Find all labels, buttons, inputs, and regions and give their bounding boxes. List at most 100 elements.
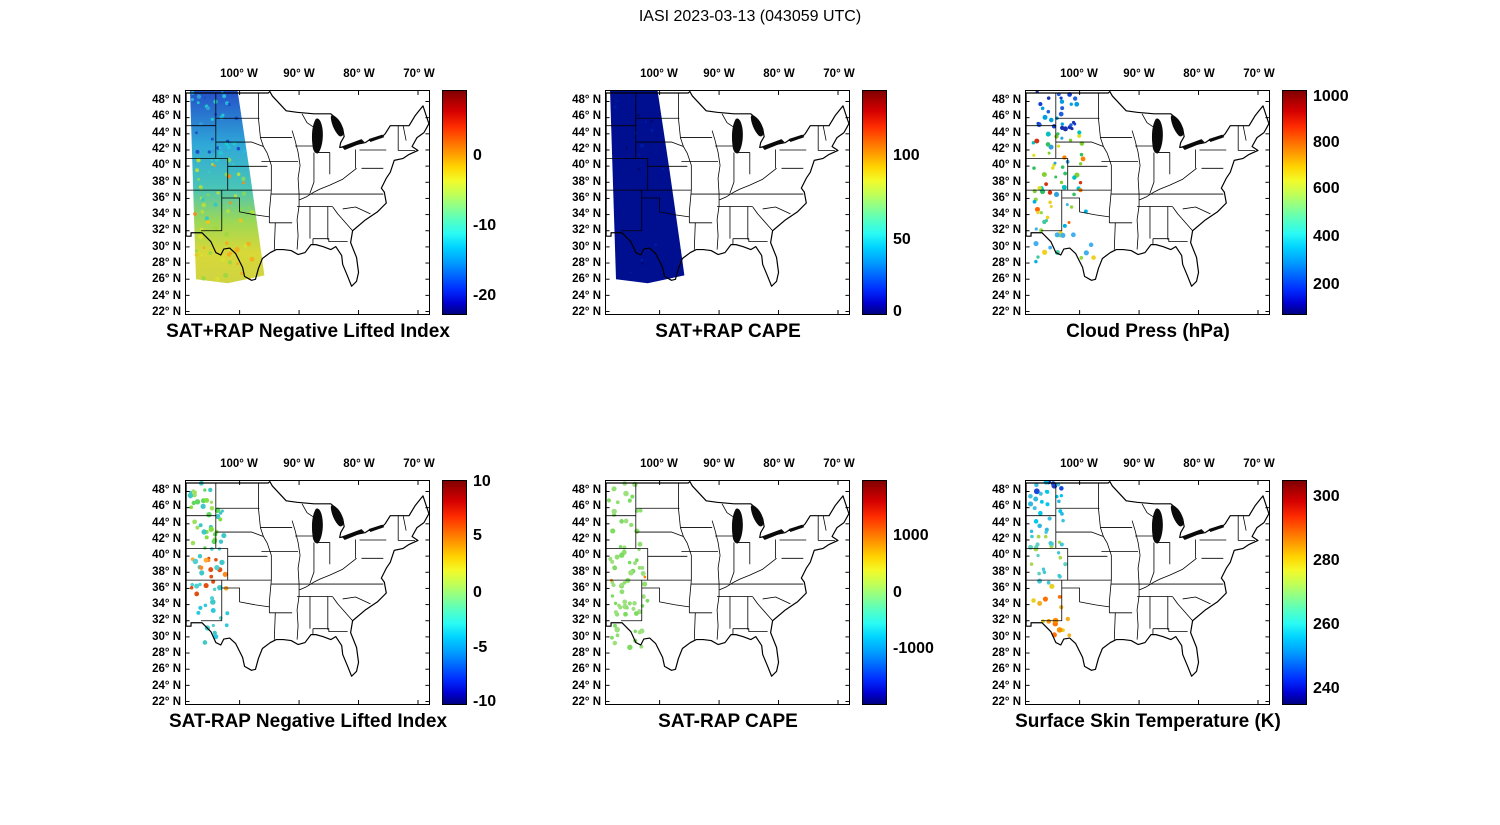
- lat-tick-label: 24° N: [572, 679, 601, 692]
- colorbar-tick-label: 1000: [1313, 87, 1349, 105]
- lon-tick-label: 100° W: [640, 458, 678, 470]
- lon-tick-label: 100° W: [640, 68, 678, 80]
- axis-tick-marks: [186, 91, 429, 314]
- lat-tick-label: 30° N: [992, 630, 1021, 643]
- lat-tick-label: 46° N: [152, 500, 181, 513]
- lat-tick-label: 36° N: [992, 191, 1021, 204]
- lat-tick-label: 40° N: [152, 159, 181, 172]
- lon-tick-label: 70° W: [823, 68, 855, 80]
- axis-tick-marks: [606, 91, 849, 314]
- lat-tick-label: 44° N: [572, 516, 601, 529]
- lat-tick-label: 34° N: [992, 208, 1021, 221]
- map-axes: [605, 90, 850, 315]
- lat-tick-label: 48° N: [152, 484, 181, 497]
- lat-tick-label: 30° N: [152, 240, 181, 253]
- lat-tick-label: 38° N: [572, 565, 601, 578]
- axis-tick-marks: [1026, 481, 1269, 704]
- axis-tick-marks: [186, 481, 429, 704]
- colorbar-tick-label: 0: [893, 583, 902, 601]
- colorbar-tick-label: 50: [893, 230, 911, 248]
- lat-tick-label: 30° N: [152, 630, 181, 643]
- lat-tick-label: 34° N: [572, 208, 601, 221]
- colorbar: [442, 90, 467, 315]
- colorbar-tick-label: 200: [1313, 275, 1340, 293]
- colorbar-tick-label: 280: [1313, 552, 1340, 569]
- colorbar-tick-label: 10: [473, 473, 491, 491]
- lon-tick-label: 100° W: [1060, 68, 1098, 80]
- lat-tick-label: 32° N: [152, 614, 181, 627]
- lon-tick-label: 80° W: [1183, 68, 1215, 80]
- lon-tick-label: 70° W: [823, 458, 855, 470]
- lon-tick-label: 70° W: [403, 458, 435, 470]
- lat-tick-label: 38° N: [992, 565, 1021, 578]
- colorbar: [442, 480, 467, 705]
- panel-title: SAT+RAP Negative Lifted Index: [166, 321, 450, 342]
- colorbar-tick-label: 300: [1313, 487, 1340, 505]
- lat-tick-label: 44° N: [992, 126, 1021, 139]
- lat-tick-label: 22° N: [572, 305, 601, 318]
- lat-tick-label: 40° N: [992, 549, 1021, 562]
- lon-tick-label: 100° W: [220, 68, 258, 80]
- lat-tick-label: 48° N: [992, 94, 1021, 107]
- lon-tick-label: 90° W: [703, 458, 735, 470]
- panel-sat-plus-rap-cape: 100° W 90° W 80° W 70° W 48° N 46° N 44° N 42°…: [570, 62, 950, 362]
- panel-surface-skin-temperature: 100° W 90° W 80° W 70° W 48° N 46° N 44° N 42°…: [990, 452, 1370, 752]
- lon-tick-label: 70° W: [403, 68, 435, 80]
- map-axes: [185, 90, 430, 315]
- colorbar-tick-label: -1000: [893, 639, 934, 657]
- colorbar-tick-label: 1000: [893, 527, 929, 545]
- lon-tick-label: 90° W: [1123, 458, 1155, 470]
- lat-tick-label: 28° N: [572, 647, 601, 660]
- colorbar-tick-label: 100: [893, 147, 920, 165]
- lon-tick-label: 70° W: [1243, 458, 1275, 470]
- lat-tick-label: 32° N: [992, 224, 1021, 237]
- colorbar-tick-label: 240: [1313, 680, 1340, 698]
- lat-tick-label: 26° N: [572, 663, 601, 676]
- lon-tick-label: 80° W: [1183, 458, 1215, 470]
- lat-tick-label: 36° N: [572, 191, 601, 204]
- lat-tick-label: 28° N: [152, 647, 181, 660]
- lat-tick-label: 42° N: [992, 142, 1021, 155]
- lat-tick-label: 44° N: [992, 516, 1021, 529]
- lat-tick-label: 36° N: [152, 581, 181, 594]
- panel-sat-minus-rap-negative-lifted-index: 100° W 90° W 80° W 70° W 48° N 46° N 44° N 42°…: [150, 452, 530, 752]
- lat-tick-label: 40° N: [572, 159, 601, 172]
- lat-tick-label: 34° N: [152, 598, 181, 611]
- panel-title: Surface Skin Temperature (K): [1015, 711, 1281, 732]
- lat-tick-label: 44° N: [572, 126, 601, 139]
- colorbar-tick-label: -20: [473, 286, 497, 304]
- panel-cloud-press: 100° W 90° W 80° W 70° W 48° N 46° N 44° N 42°…: [990, 62, 1370, 362]
- lon-tick-label: 70° W: [1243, 68, 1275, 80]
- lon-tick-label: 90° W: [703, 68, 735, 80]
- lon-tick-label: 80° W: [343, 68, 375, 80]
- lat-tick-label: 22° N: [992, 305, 1021, 318]
- lat-tick-label: 42° N: [152, 142, 181, 155]
- lat-tick-label: 38° N: [152, 175, 181, 188]
- lat-tick-label: 24° N: [152, 289, 181, 302]
- panel-title: Cloud Press (hPa): [1066, 321, 1230, 342]
- lat-tick-label: 46° N: [992, 500, 1021, 513]
- lon-tick-label: 90° W: [283, 458, 315, 470]
- lat-tick-label: 46° N: [152, 110, 181, 123]
- colorbar-tick-label: 260: [1313, 616, 1340, 634]
- lat-tick-label: 42° N: [572, 532, 601, 545]
- lat-tick-label: 34° N: [572, 598, 601, 611]
- lat-tick-label: 36° N: [572, 581, 601, 594]
- lon-tick-label: 80° W: [763, 458, 795, 470]
- colorbar-tick-label: 400: [1313, 228, 1340, 246]
- lat-tick-label: 28° N: [992, 257, 1021, 270]
- lon-tick-label: 90° W: [283, 68, 315, 80]
- lat-tick-label: 30° N: [572, 630, 601, 643]
- colorbar: [1282, 90, 1307, 315]
- lat-tick-label: 46° N: [572, 110, 601, 123]
- lat-tick-label: 28° N: [572, 257, 601, 270]
- lat-tick-label: 40° N: [992, 159, 1021, 172]
- colorbar: [1282, 480, 1307, 705]
- lat-tick-label: 42° N: [992, 532, 1021, 545]
- lat-tick-label: 26° N: [992, 663, 1021, 676]
- lat-tick-label: 42° N: [572, 142, 601, 155]
- lat-tick-label: 22° N: [572, 695, 601, 708]
- lat-tick-label: 24° N: [572, 289, 601, 302]
- lat-tick-label: 36° N: [152, 191, 181, 204]
